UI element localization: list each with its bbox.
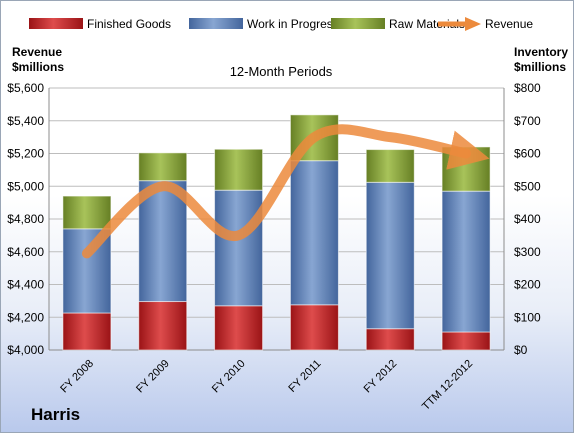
bar-work-in-progress: [289, 160, 339, 306]
left-tick-label: $4,800: [7, 212, 44, 226]
bar-finished-goods: [214, 305, 264, 351]
bar-raw-materials: [214, 148, 264, 191]
right-tick-label: $100: [514, 310, 541, 324]
bar-raw-materials: [365, 149, 415, 183]
legend-label-raw-materials: Raw Materials: [389, 17, 465, 31]
left-tick-label: $5,600: [7, 81, 44, 95]
bar-finished-goods: [62, 312, 112, 351]
bar-raw-materials: [62, 195, 112, 230]
category-label: TTM 12-2012: [420, 358, 475, 413]
right-tick-label: $200: [514, 278, 541, 292]
legend-swatch-raw-materials: [331, 18, 385, 29]
left-tick-label: $5,400: [7, 114, 44, 128]
right-tick-label: $300: [514, 245, 541, 259]
left-tick-label: $5,200: [7, 147, 44, 161]
right-tick-label: $700: [514, 114, 541, 128]
right-tick-label: $0: [514, 343, 528, 357]
legend-label-work-in-progress: Work in Progress: [247, 17, 339, 31]
category-label: FY 2011: [286, 358, 323, 395]
right-tick-label: $800: [514, 81, 541, 95]
category-label: FY 2008: [58, 358, 96, 396]
right-tick-label: $400: [514, 212, 541, 226]
bar-raw-materials: [138, 152, 188, 182]
chart-title: 12-Month Periods: [230, 64, 333, 79]
legend: Finished Goods Work in Progress Raw Mate…: [29, 17, 533, 31]
legend-swatch-work-in-progress: [189, 18, 243, 29]
right-axis-title-line1: Inventory: [514, 45, 568, 59]
category-label: FY 2009: [134, 358, 172, 396]
revenue-line-path: [81, 124, 490, 259]
bar-work-in-progress: [365, 181, 415, 330]
left-axis-title-line2: $millions: [12, 60, 64, 74]
bar-work-in-progress: [214, 189, 264, 307]
bar-finished-goods: [289, 304, 339, 351]
bar-finished-goods: [138, 301, 188, 351]
category-label: FY 2010: [210, 358, 248, 396]
gridlines: [49, 87, 504, 351]
category-label: FY 2012: [362, 358, 400, 396]
right-tick-label: $500: [514, 179, 541, 193]
left-tick-label: $4,400: [7, 278, 44, 292]
legend-label-finished-goods: Finished Goods: [87, 17, 171, 31]
legend-label-revenue: Revenue: [485, 17, 533, 31]
right-axis-title-line2: $millions: [514, 60, 566, 74]
bar-work-in-progress: [441, 190, 491, 333]
right-tick-label: $600: [514, 147, 541, 161]
legend-swatch-finished-goods: [29, 18, 83, 29]
left-tick-label: $4,200: [7, 310, 44, 324]
left-tick-label: $5,000: [7, 179, 44, 193]
left-tick-label: $4,000: [7, 343, 44, 357]
left-axis-title-line1: Revenue: [12, 45, 62, 59]
company-name: Harris: [31, 405, 81, 424]
revenue-line: [81, 124, 490, 259]
bar-finished-goods: [365, 328, 415, 351]
legend-arrowhead-revenue: [465, 17, 481, 31]
left-tick-label: $4,600: [7, 245, 44, 259]
bar-work-in-progress: [138, 180, 188, 303]
bars: [62, 114, 491, 351]
bar-finished-goods: [441, 331, 491, 351]
